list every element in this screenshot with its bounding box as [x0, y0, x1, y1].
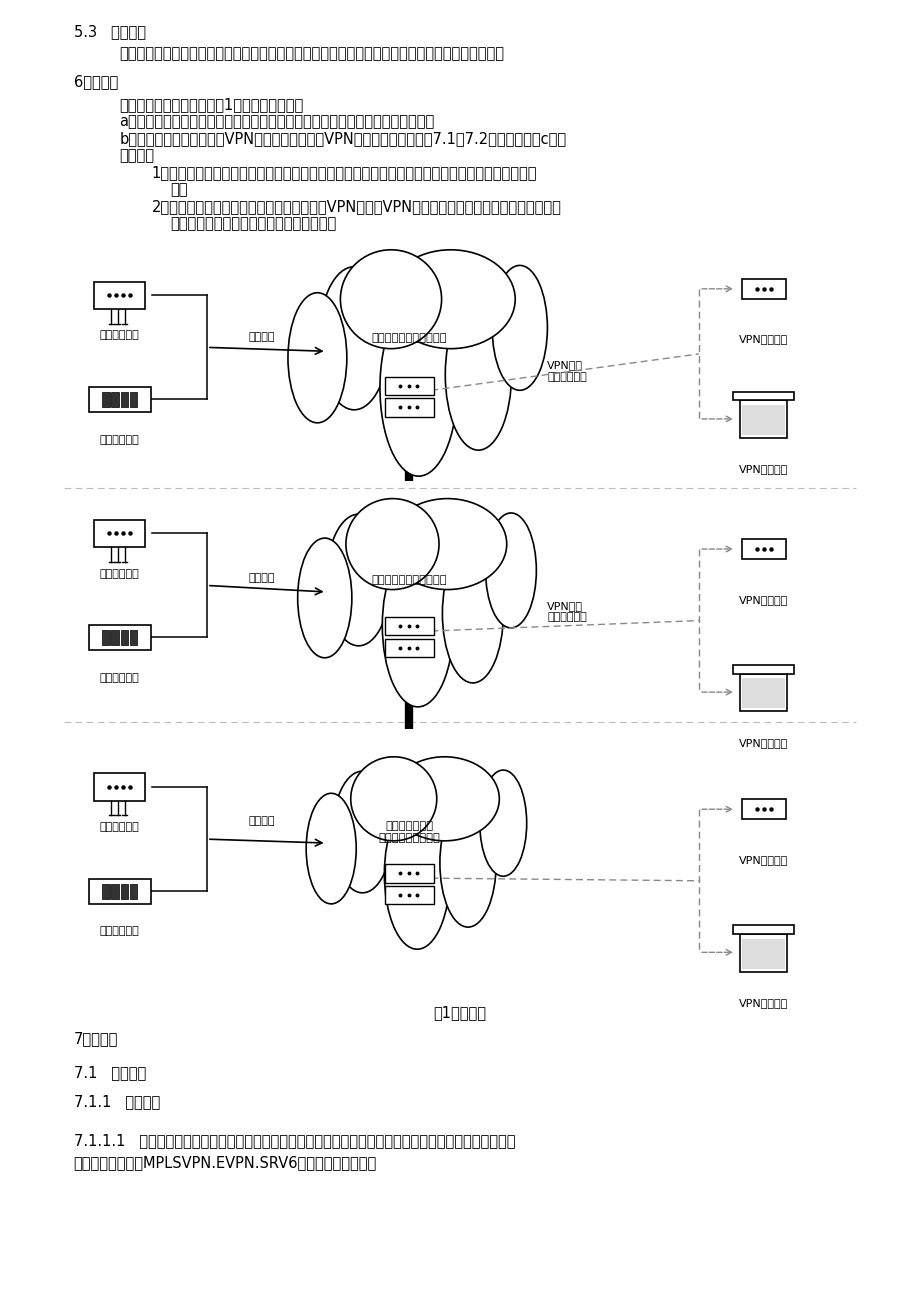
Ellipse shape	[390, 757, 499, 840]
Bar	[739, 674, 787, 712]
Text: 安全设备接入: 安全设备接入	[99, 435, 140, 445]
Ellipse shape	[298, 539, 351, 658]
Text: 网络设备接入: 网络设备接入	[99, 330, 140, 341]
Ellipse shape	[480, 770, 526, 877]
Bar	[385, 376, 433, 394]
Bar	[130, 630, 137, 645]
Bar	[741, 678, 785, 709]
Bar	[130, 392, 137, 407]
Ellipse shape	[346, 498, 438, 589]
Text: 入设备：: 入设备：	[119, 148, 154, 163]
Bar	[120, 883, 128, 899]
Text: 专线接入: 专线接入	[249, 816, 275, 826]
Ellipse shape	[492, 265, 547, 390]
Bar	[732, 665, 793, 674]
Bar	[385, 617, 433, 635]
Bar	[741, 405, 785, 436]
Bar	[111, 392, 119, 407]
Text: VPN网关接入: VPN网关接入	[738, 595, 788, 605]
Text: 电子政务外网接入框架见图1，包括以下内容：: 电子政务外网接入框架见图1，包括以下内容：	[119, 98, 303, 112]
Text: 7.1.1   网络设备: 7.1.1 网络设备	[74, 1094, 160, 1108]
Bar	[88, 878, 151, 904]
FancyBboxPatch shape	[94, 773, 145, 800]
Bar	[102, 883, 109, 899]
Bar	[120, 630, 128, 645]
Text: 专线接入: 专线接入	[249, 332, 275, 342]
Text: 网络设备接入: 网络设备接入	[99, 822, 140, 833]
Bar	[385, 864, 433, 882]
Text: 1）以专线方式接入电子政务外网的接入部门，应通过网络设备或者安全设备等方式接入电子政务外: 1）以专线方式接入电子政务外网的接入部门，应通过网络设备或者安全设备等方式接入电…	[152, 165, 537, 180]
Ellipse shape	[384, 799, 449, 950]
Bar	[741, 539, 785, 559]
Bar	[130, 883, 137, 899]
Bar	[385, 639, 433, 657]
Ellipse shape	[350, 757, 437, 840]
Text: 2）不具备专线接入条件的接入部门，应通过VPN网关或VPN终端等方式接入电子政务外网，县级及: 2）不具备专线接入条件的接入部门，应通过VPN网关或VPN终端等方式接入电子政务…	[152, 199, 562, 213]
Bar	[111, 630, 119, 645]
Ellipse shape	[388, 498, 506, 589]
Bar	[741, 938, 785, 969]
Bar	[120, 392, 128, 407]
Text: 7.1.1.1   三层交换机或路由器等网络设备应通过光纤链路与电子政务外网城域网核心节点或汇聚节点设备连: 7.1.1.1 三层交换机或路由器等网络设备应通过光纤链路与电子政务外网城域网核…	[74, 1133, 515, 1147]
Bar	[102, 392, 109, 407]
Text: b）接入方式：包括专线、VPN两种方式，专线、VPN接入要求应分别符合7.1、7.2的相关规定；c）接: b）接入方式：包括专线、VPN两种方式，专线、VPN接入要求应分别符合7.1、7…	[119, 131, 566, 146]
Text: 7.1   专线接入: 7.1 专线接入	[74, 1066, 146, 1080]
Text: 图1接入框架: 图1接入框架	[433, 1006, 486, 1020]
Bar	[385, 398, 433, 416]
Text: VPN网关接入: VPN网关接入	[738, 334, 788, 345]
Bar	[111, 883, 119, 899]
Text: 省级电子政务外网城域网: 省级电子政务外网城域网	[371, 333, 447, 343]
Text: 7接入方式: 7接入方式	[74, 1032, 118, 1046]
Bar	[741, 799, 785, 820]
Ellipse shape	[380, 299, 457, 476]
Text: VPN终端接入: VPN终端接入	[738, 998, 788, 1008]
Bar	[88, 624, 151, 650]
Ellipse shape	[485, 513, 536, 628]
Text: VPN终端接入: VPN终端接入	[738, 738, 788, 748]
Ellipse shape	[340, 250, 441, 349]
Text: 5.3   多点接入: 5.3 多点接入	[74, 25, 145, 39]
Bar	[88, 386, 151, 412]
Text: VPN接入
安全接入平台: VPN接入 安全接入平台	[547, 360, 586, 381]
Text: 安全设备接入: 安全设备接入	[99, 926, 140, 937]
FancyBboxPatch shape	[94, 519, 145, 546]
Bar	[739, 934, 787, 972]
Text: 县（市、区）级
电子政务外网城域网: 县（市、区）级 电子政务外网城域网	[378, 821, 440, 843]
Bar	[741, 278, 785, 299]
Ellipse shape	[442, 544, 503, 683]
Text: VPN接入
安全接入平台: VPN接入 安全接入平台	[547, 601, 586, 622]
Text: 以下接入部门直接接入市级电子政务外网。: 以下接入部门直接接入市级电子政务外网。	[170, 216, 336, 230]
Text: 6接入框架: 6接入框架	[74, 74, 118, 88]
Bar	[385, 886, 433, 904]
Text: VPN终端接入: VPN终端接入	[738, 464, 788, 475]
Text: a）电子政务外网层级：包括省级、市级、县（市、区）级电子政务外网城域网；: a）电子政务外网层级：包括省级、市级、县（市、区）级电子政务外网城域网；	[119, 114, 435, 129]
Text: 网；: 网；	[170, 182, 187, 196]
Text: 接，支持子接口、MPLSVPN.EVPN.SRV6、动态路由协议等。: 接，支持子接口、MPLSVPN.EVPN.SRV6、动态路由协议等。	[74, 1155, 377, 1170]
Text: 安全设备接入: 安全设备接入	[99, 673, 140, 683]
FancyBboxPatch shape	[94, 281, 145, 308]
Ellipse shape	[445, 299, 511, 450]
Bar	[732, 392, 793, 401]
Bar	[739, 401, 787, 438]
Ellipse shape	[288, 293, 346, 423]
Ellipse shape	[326, 514, 391, 645]
Text: VPN网关接入: VPN网关接入	[738, 855, 788, 865]
Text: 接入部门有多个办公地点的，可自行组网后，统一接入电子政务外网，也可分别接入电子政务外网。: 接入部门有多个办公地点的，可自行组网后，统一接入电子政务外网，也可分别接入电子政…	[119, 47, 504, 61]
Bar	[732, 925, 793, 934]
Bar	[102, 630, 109, 645]
Text: 专线接入: 专线接入	[249, 572, 275, 583]
Ellipse shape	[306, 794, 356, 904]
Ellipse shape	[319, 267, 389, 410]
Ellipse shape	[382, 544, 453, 706]
Ellipse shape	[333, 771, 391, 892]
Text: 网络设备接入: 网络设备接入	[99, 569, 140, 579]
Ellipse shape	[439, 799, 495, 928]
Ellipse shape	[386, 250, 515, 349]
Text: 市级电子政务外网城域网: 市级电子政务外网城域网	[371, 575, 447, 585]
